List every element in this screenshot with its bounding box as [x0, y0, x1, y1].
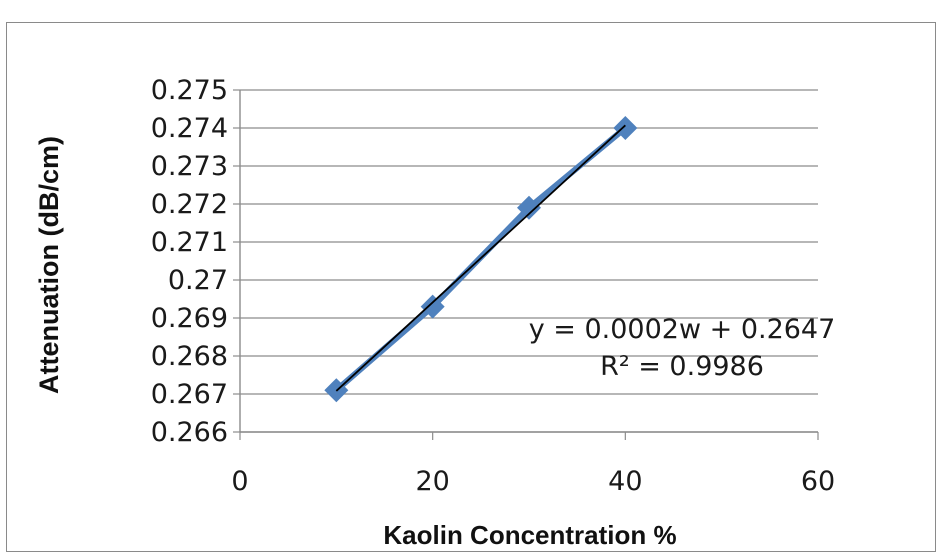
- y-tick-label-0: 0.266: [151, 417, 228, 448]
- y-tick-label-6: 0.272: [151, 189, 228, 220]
- y-tick-label-2: 0.268: [151, 341, 228, 372]
- r-squared-label: R² = 0.9986: [600, 351, 764, 382]
- x-tick-labels: 0 20 40 60: [231, 466, 835, 497]
- trendline-line: [335, 124, 626, 392]
- x-tick-label-1: 20: [415, 466, 449, 497]
- chart-frame: [6, 22, 936, 552]
- x-tick-label-3: 60: [801, 466, 835, 497]
- data-point-3: [613, 116, 638, 140]
- y-axis-title: Attenuation (dB/cm): [34, 136, 64, 394]
- y-tick-label-4: 0.27: [168, 265, 228, 296]
- y-tick-labels: 0.266 0.267 0.268 0.269 0.27 0.271 0.272 0.273 0…: [151, 75, 228, 448]
- data-point-1: [420, 294, 445, 319]
- y-tick-label-3: 0.269: [151, 303, 228, 334]
- x-tick-label-0: 0: [231, 466, 248, 497]
- y-tick-label-8: 0.274: [151, 113, 228, 144]
- trendline-equation: y = 0.0002w + 0.2647: [529, 314, 836, 345]
- axes: [233, 89, 819, 440]
- y-tick-label-5: 0.271: [151, 227, 228, 258]
- trendline: [335, 124, 626, 392]
- y-tick-label-7: 0.273: [151, 151, 228, 182]
- x-tick-label-2: 40: [608, 466, 642, 497]
- x-axis-title: Kaolin Concentration %: [383, 520, 676, 550]
- y-tick-label-9: 0.275: [151, 75, 228, 106]
- data-point-2: [517, 195, 541, 220]
- y-tick-label-1: 0.267: [151, 379, 228, 410]
